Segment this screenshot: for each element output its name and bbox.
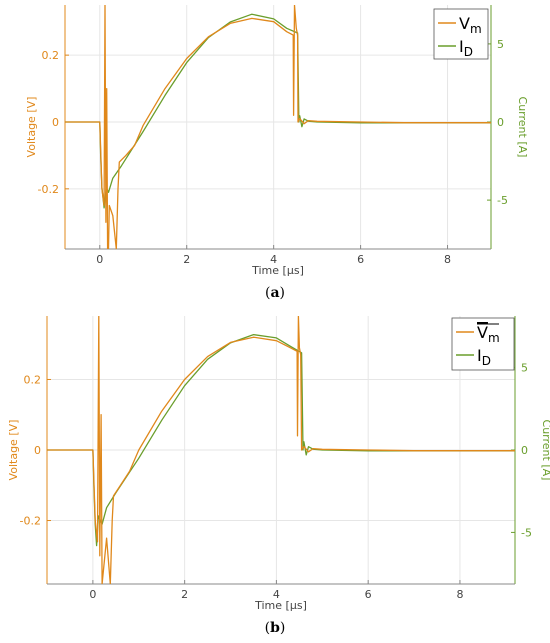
y-left-tick-label: 0.2 (24, 373, 42, 386)
y-right-axis-label: Current [A] (540, 420, 550, 481)
series-line-voltage (65, 5, 491, 249)
x-tick-label: 0 (96, 253, 103, 266)
y-left-tick-label: 0.2 (42, 49, 60, 62)
series-line-current (47, 333, 515, 547)
x-tick-label: 8 (444, 253, 451, 266)
y-right-axis-label: Current [A] (516, 97, 529, 158)
y-right-tick-label: 5 (521, 362, 528, 375)
y-right-tick-label: -5 (497, 194, 508, 207)
x-tick-label: 6 (365, 588, 372, 601)
y-left-tick-label: -0.2 (38, 183, 59, 196)
x-tick-label: 8 (456, 588, 463, 601)
series-line-voltage (47, 316, 515, 584)
y-right-tick-label: -5 (521, 526, 532, 539)
legend-label: ID (477, 346, 491, 368)
x-tick-label: 0 (89, 588, 96, 601)
legend-box (451, 317, 515, 371)
panel-caption: (a) (265, 285, 285, 301)
legend-label: Vm (459, 14, 482, 36)
chart-panel-b: 0 2 4 6 8 -0.2 0 0.2 -5 0 5 Time [µs] Voltage [V] Cur… (7, 316, 550, 636)
y-right-tick-label: 0 (521, 444, 528, 457)
x-tick-label: 4 (270, 253, 277, 266)
series-line-current (65, 13, 491, 209)
legend-box (433, 8, 489, 60)
y-left-tick-label: 0 (34, 444, 41, 457)
y-left-axis-label: Voltage [V] (7, 420, 20, 481)
y-right-tick-label: 0 (497, 116, 504, 129)
y-right-tick-label: 5 (497, 38, 504, 51)
chart-panel-a: 0 2 4 6 8 -0.2 0 0.2 -5 0 5 Time [µs] Voltage [V] Cur… (25, 5, 529, 301)
y-left-axis-label: Voltage [V] (25, 97, 38, 158)
panel-caption: (b) (265, 620, 286, 636)
y-left-tick-label: -0.2 (20, 515, 41, 528)
y-left-tick-label: 0 (52, 116, 59, 129)
x-tick-label: 6 (357, 253, 364, 266)
x-tick-label: 2 (181, 588, 188, 601)
legend-label: Vm (477, 323, 500, 345)
x-axis-label: Time [µs] (251, 264, 304, 277)
x-axis-label: Time [µs] (254, 599, 307, 612)
x-tick-label: 2 (183, 253, 190, 266)
x-tick-label: 4 (273, 588, 280, 601)
legend-label: ID (459, 37, 473, 59)
